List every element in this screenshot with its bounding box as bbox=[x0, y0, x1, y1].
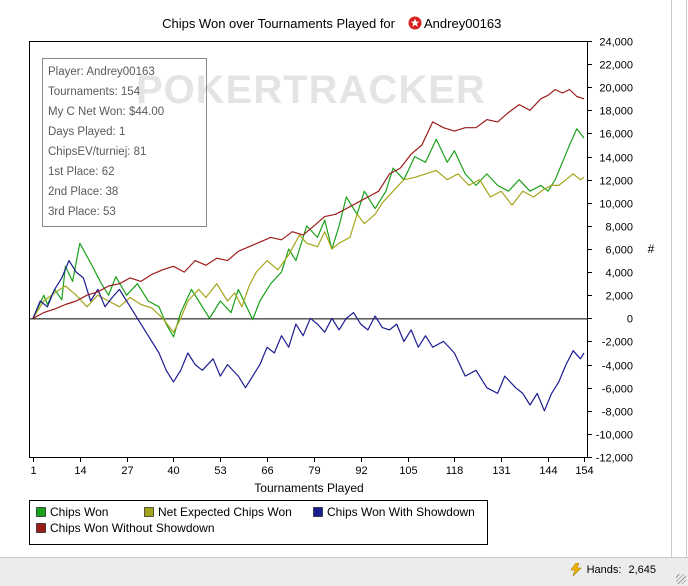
y-tick-label: 22,000 bbox=[599, 60, 633, 72]
x-tick-label: 14 bbox=[74, 465, 86, 477]
chart-area: Chips Won over Tournaments Played for An… bbox=[29, 0, 687, 557]
legend-label: Chips Won With Showdown bbox=[327, 505, 475, 519]
x-tick-label: 27 bbox=[121, 465, 133, 477]
y-tick-label: -10,000 bbox=[596, 430, 633, 442]
series-group bbox=[32, 88, 585, 412]
info-chipsev: ChipsEV/turniej: 81 bbox=[48, 146, 146, 158]
y-tick-label: 0 bbox=[627, 314, 633, 326]
resize-grip[interactable] bbox=[676, 574, 686, 584]
y-tick-label: 18,000 bbox=[599, 106, 633, 118]
status-bar: Hands: 2,645 bbox=[0, 557, 688, 586]
y-tick-label: 14,000 bbox=[599, 153, 633, 165]
y-tick-label: 12,000 bbox=[599, 176, 633, 188]
watermark-logo: POKERTRACKER bbox=[136, 68, 486, 112]
info-third-place: 3rd Place: 53 bbox=[48, 206, 116, 218]
lightning-icon bbox=[570, 563, 582, 576]
y-tick-label: -8,000 bbox=[602, 407, 633, 419]
x-tick-label: 66 bbox=[261, 465, 273, 477]
x-tick-label: 144 bbox=[539, 465, 557, 477]
y-tick-label: -12,000 bbox=[596, 453, 633, 465]
info-first-place: 1st Place: 62 bbox=[48, 166, 114, 178]
y-tick-label: 16,000 bbox=[599, 129, 633, 141]
legend-label: Net Expected Chips Won bbox=[158, 505, 292, 519]
x-tick-label: 1 bbox=[30, 465, 36, 477]
chart-title-player: Andrey00163 bbox=[424, 16, 501, 31]
player-info-box: Player: Andrey00163 Tournaments: 154 My … bbox=[42, 58, 207, 227]
y-tick-label: -4,000 bbox=[602, 361, 633, 373]
x-tick-label: 79 bbox=[308, 465, 320, 477]
y-tick-label: 20,000 bbox=[599, 83, 633, 95]
y-tick-label: 8,000 bbox=[605, 222, 633, 234]
x-tick-label: 40 bbox=[167, 465, 179, 477]
y-tick-label: 4,000 bbox=[605, 268, 633, 280]
x-tick-label: 154 bbox=[575, 465, 593, 477]
y-tick-label: -6,000 bbox=[602, 384, 633, 396]
info-tournaments: Tournaments: 154 bbox=[48, 86, 141, 98]
y-tick-label: 6,000 bbox=[605, 245, 633, 257]
legend-swatch bbox=[144, 507, 154, 517]
y-tick-label: 2,000 bbox=[605, 291, 633, 303]
legend-swatch bbox=[36, 523, 46, 533]
legend-swatch bbox=[313, 507, 323, 517]
info-days-played: Days Played: 1 bbox=[48, 126, 125, 138]
series-line-2 bbox=[32, 169, 585, 333]
chart-title: Chips Won over Tournaments Played for bbox=[162, 16, 396, 31]
x-tick-label: 118 bbox=[446, 465, 464, 477]
info-net-won: My C Net Won: $44.00 bbox=[48, 106, 164, 118]
x-axis-label: Tournaments Played bbox=[254, 481, 363, 495]
info-second-place: 2nd Place: 38 bbox=[48, 186, 118, 198]
series-line-3 bbox=[32, 260, 585, 412]
x-tick-label: 105 bbox=[399, 465, 417, 477]
y-tick-label: -2,000 bbox=[602, 337, 633, 349]
hands-label: Hands: bbox=[586, 563, 622, 576]
legend-label: Chips Won Without Showdown bbox=[50, 521, 215, 535]
x-tick-label: 131 bbox=[492, 465, 510, 477]
legend-label: Chips Won bbox=[50, 505, 108, 519]
info-player: Player: Andrey00163 bbox=[48, 66, 155, 78]
y-axis-label: # bbox=[648, 242, 655, 256]
y-tick-label: 24,000 bbox=[599, 37, 633, 49]
hands-value: 2,645 bbox=[628, 563, 656, 576]
series-line-1 bbox=[32, 128, 585, 338]
plot-frame bbox=[29, 41, 588, 458]
legend-swatch bbox=[36, 507, 46, 517]
series-line-4 bbox=[32, 88, 585, 319]
y-tick-label: 10,000 bbox=[599, 199, 633, 211]
y-axis: 24,000 22,000 20,000 18,000 16,000 14,000 12,0… bbox=[587, 37, 633, 465]
pokerstars-icon bbox=[408, 16, 422, 30]
x-tick-label: 92 bbox=[355, 465, 367, 477]
x-axis: 1 14 27 40 53 66 79 92 105 118 131 144 154 bbox=[30, 457, 594, 477]
x-tick-label: 53 bbox=[214, 465, 226, 477]
legend: Chips Won Net Expected Chips Won Chips Won… bbox=[29, 500, 488, 545]
status-hands: Hands: 2,645 bbox=[569, 563, 656, 576]
